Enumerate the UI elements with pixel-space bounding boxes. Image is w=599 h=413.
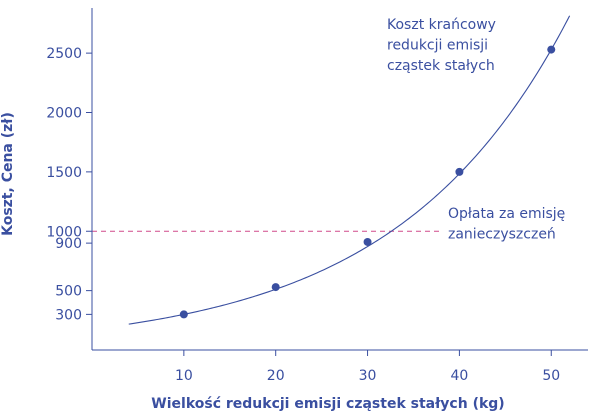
axes xyxy=(91,8,588,351)
y-tick-label-2000: 2000 xyxy=(46,106,82,122)
x-axis-title: Wielkość redukcji emisji cząstek stałych… xyxy=(151,396,504,412)
fee-annotation-line-2: zanieczyszczeń xyxy=(448,227,556,243)
curve-annotation-line-1: Koszt krańcowy xyxy=(387,17,496,33)
y-axis-title: Koszt, Cena (zł) xyxy=(0,112,16,236)
curve-annotation: Koszt krańcowy redukcji emisji cząstek s… xyxy=(387,17,500,74)
data-point-10 xyxy=(179,310,188,319)
data-point-50 xyxy=(547,45,556,54)
curve-annotation-line-3: cząstek stałych xyxy=(387,58,495,74)
y-tick-label-1000: 1000 xyxy=(46,224,82,240)
y-tick-label-900: 900 xyxy=(55,236,82,252)
fee-annotation: Opłata za emisję zanieczyszczeń xyxy=(448,206,570,243)
y-tick-label-1500: 1500 xyxy=(46,165,82,181)
data-point-20 xyxy=(271,283,280,292)
x-tick-label-10: 10 xyxy=(175,368,193,384)
x-tick-label-30: 30 xyxy=(359,368,377,384)
curve-annotation-line-2: redukcji emisji xyxy=(387,38,488,54)
y-tick-label-500: 500 xyxy=(55,284,82,300)
x-tick-label-20: 20 xyxy=(267,368,285,384)
x-tick-label-50: 50 xyxy=(542,368,560,384)
marginal-cost-curve xyxy=(128,15,571,325)
data-point-40 xyxy=(455,167,464,176)
points-layer xyxy=(179,45,556,319)
y-tick-label-2500: 2500 xyxy=(46,46,82,62)
data-point-30 xyxy=(363,237,372,246)
fee-annotation-line-1: Opłata za emisję xyxy=(448,206,565,222)
curve-layer xyxy=(128,15,571,325)
x-tick-label-40: 40 xyxy=(450,368,468,384)
y-tick-label-300: 300 xyxy=(55,307,82,323)
